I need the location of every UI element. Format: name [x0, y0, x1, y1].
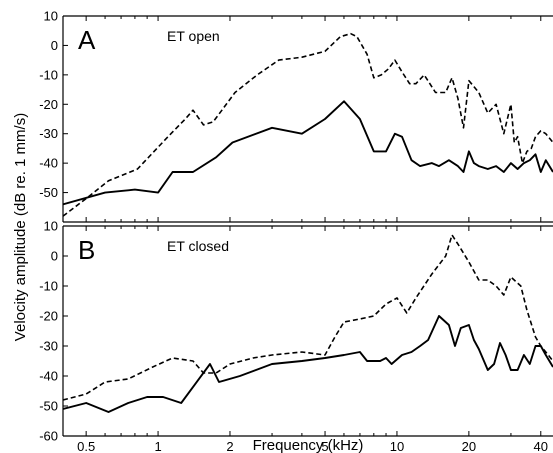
- y-tick-label-b: -60: [39, 429, 58, 444]
- x-axis-title: Frequency (kHz): [253, 437, 364, 453]
- y-tick-label-a: 10: [44, 9, 58, 24]
- y-tick-label-b: 10: [44, 219, 58, 234]
- series-line-dashed-b: [63, 234, 553, 401]
- x-tick-label: 20: [462, 439, 476, 453]
- y-tick-label-a: -30: [39, 126, 58, 141]
- y-tick-label-a: -40: [39, 156, 58, 171]
- y-tick-label-b: -50: [39, 399, 58, 414]
- series-line-dashed-a: [63, 32, 553, 217]
- panel-condition-b: ET closed: [167, 238, 229, 254]
- y-tick-label-b: -40: [39, 369, 58, 384]
- panel-a: 10 0 -10 -20 -30 -40 -50 A ET open: [39, 9, 553, 223]
- x-tick-label: 10: [390, 439, 404, 453]
- panel-b: 10 0 -10 -20 -30 -40 -50 -60 0.5 1 2 5 10 20 40 Frequen…: [39, 219, 553, 453]
- series-line-solid-a: [63, 100, 553, 206]
- x-tick-label: 2: [226, 439, 233, 453]
- x-tick-label: 1: [154, 439, 161, 453]
- y-tick-label-b: -10: [39, 279, 58, 294]
- y-tick-label-b: -20: [39, 309, 58, 324]
- y-tick-label-a: 0: [51, 38, 58, 53]
- x-tick-label: 40: [534, 439, 548, 453]
- panel-letter-b: B: [78, 235, 95, 265]
- y-axis-title: Velocity amplitude (dB re. 1 mm/s): [12, 113, 29, 341]
- x-tick-label: 5: [321, 439, 328, 453]
- y-tick-label-a: -20: [39, 97, 58, 112]
- panel-condition-a: ET open: [167, 28, 220, 44]
- y-tick-label-b: -30: [39, 339, 58, 354]
- panel-letter-a: A: [78, 25, 96, 55]
- y-tick-label-b: 0: [51, 249, 58, 264]
- y-tick-label-a: -10: [39, 67, 58, 82]
- x-tick-label: 0.5: [77, 439, 95, 453]
- y-tick-label-a: -50: [39, 185, 58, 200]
- series-line-solid-b: [63, 315, 553, 413]
